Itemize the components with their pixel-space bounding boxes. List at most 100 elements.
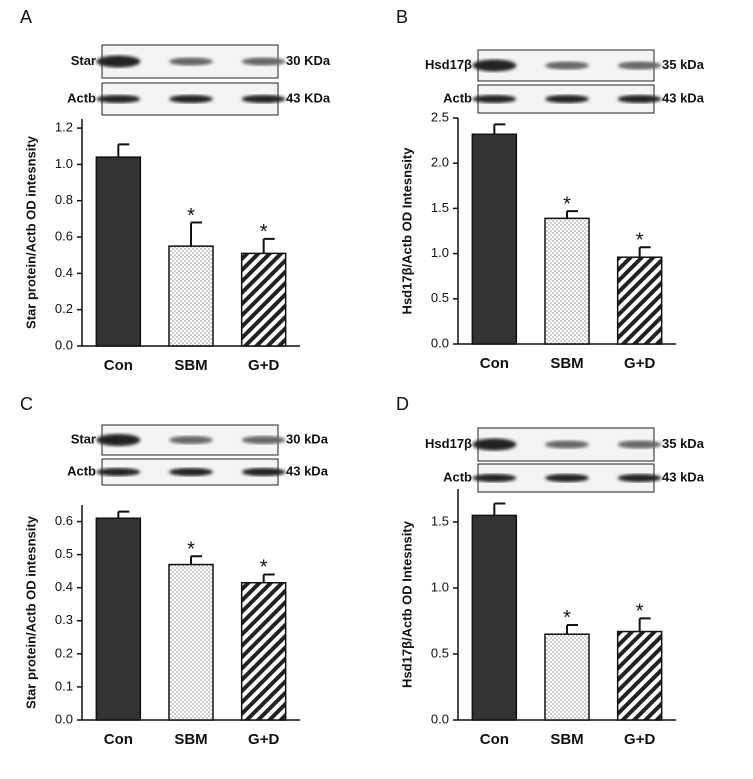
bar — [471, 133, 518, 345]
error-bar — [262, 573, 275, 583]
blot-band — [96, 434, 141, 446]
bar — [544, 633, 590, 721]
bar — [240, 581, 287, 721]
significance-marker: * — [260, 557, 268, 579]
blot-label: Actb — [443, 90, 472, 105]
blot-band — [472, 474, 517, 482]
significance-marker: * — [563, 607, 571, 629]
blot-band — [169, 95, 213, 103]
y-tick-label: 0.2 — [55, 645, 73, 660]
y-tick-label: 1.0 — [431, 245, 449, 260]
blot-label: Star — [71, 53, 96, 68]
significance-marker: * — [260, 221, 268, 243]
panel: D Hsd17β 35 kDa Actb 43 kDa 0.0 0.5 1.0 1.5 Hsd17… — [396, 394, 705, 748]
error-bar — [117, 143, 130, 158]
panel-letter: C — [20, 394, 33, 414]
y-tick-label: 0.6 — [55, 513, 73, 528]
x-tick-label: G+D — [248, 357, 279, 374]
y-axis-label: Star protein/Actb OD intesnsity — [23, 515, 38, 709]
y-tick-label: 1.5 — [431, 200, 449, 215]
y-axis-label: Hsd17β/Actb OD Intesnsity — [399, 520, 414, 688]
blot-band — [617, 474, 662, 482]
bar — [95, 156, 142, 347]
blot-size: 30 KDa — [286, 53, 331, 68]
x-tick-label: SBM — [550, 731, 583, 748]
y-tick-label: 0.0 — [55, 337, 73, 352]
blot-band — [96, 95, 141, 103]
y-tick-label: 2.0 — [431, 155, 449, 170]
y-tick-label: 0.4 — [55, 579, 73, 594]
y-tick-label: 1.2 — [55, 120, 73, 135]
y-tick-label: 0.4 — [55, 265, 73, 280]
blot-band — [241, 468, 286, 476]
y-tick-label: 0.5 — [431, 645, 449, 660]
x-tick-label: SBM — [174, 731, 207, 748]
blot-band — [169, 468, 213, 476]
y-tick-label: 0.0 — [431, 335, 449, 350]
y-tick-label: 0.5 — [431, 290, 449, 305]
x-tick-label: SBM — [550, 355, 583, 372]
blot-band — [241, 57, 286, 66]
blot-size: 30 kDa — [286, 431, 329, 446]
blot-band — [96, 468, 141, 476]
error-bar — [262, 237, 275, 254]
y-tick-label: 0.8 — [55, 192, 73, 207]
blot-label: Star — [71, 431, 96, 446]
error-bar — [190, 555, 202, 565]
bar — [240, 252, 287, 347]
error-bar — [566, 210, 578, 219]
significance-marker: * — [187, 539, 195, 561]
blot-band — [617, 440, 662, 449]
y-tick-label: 0.1 — [55, 678, 73, 693]
blot-label: Hsd17β — [425, 57, 472, 72]
y-tick-label: 1.0 — [55, 156, 73, 171]
blot-band — [472, 95, 517, 103]
y-tick-label: 0.5 — [55, 546, 73, 561]
blot-size: 35 kDa — [662, 436, 705, 451]
blot-band — [169, 57, 213, 66]
y-tick-label: 0.6 — [55, 228, 73, 243]
blot-size: 43 KDa — [286, 90, 331, 105]
panel: A Star 30 KDa Actb 43 KDa 0.0 0.2 0.4 0.6 0.8 1.0 1… — [20, 7, 331, 374]
x-tick-label: Con — [104, 357, 133, 374]
blot-band — [545, 95, 589, 103]
y-tick-label: 0.3 — [55, 612, 73, 627]
x-tick-label: G+D — [624, 731, 655, 748]
x-tick-label: Con — [104, 731, 133, 748]
x-tick-label: G+D — [248, 731, 279, 748]
x-tick-label: SBM — [174, 357, 207, 374]
y-tick-label: 0.2 — [55, 301, 73, 316]
x-tick-label: Con — [480, 731, 509, 748]
blot-band — [472, 438, 517, 451]
blot-band — [617, 95, 662, 103]
y-tick-label: 1.5 — [431, 513, 449, 528]
blot-label: Actb — [67, 463, 96, 478]
error-bar — [190, 221, 202, 247]
panel-letter: B — [396, 7, 408, 27]
blot-band — [545, 474, 589, 482]
blot-label: Actb — [67, 90, 96, 105]
y-axis-label: Hsd17β/Actb OD Intesnsity — [399, 147, 414, 315]
blot-size: 43 kDa — [286, 463, 329, 478]
bar — [471, 514, 518, 721]
blot-label: Hsd17β — [425, 436, 472, 451]
panel-letter: D — [396, 394, 409, 414]
bar — [616, 256, 663, 345]
significance-marker: * — [636, 601, 644, 623]
y-axis-label: Star protein/Actb OD intesnsity — [23, 135, 38, 329]
blot-size: 43 kDa — [662, 90, 705, 105]
blot-size: 35 kDa — [662, 57, 705, 72]
blot-size: 43 kDa — [662, 469, 705, 484]
blot-band — [241, 95, 286, 103]
bar — [168, 563, 214, 721]
y-tick-label: 0.0 — [55, 711, 73, 726]
error-bar — [638, 246, 651, 258]
y-tick-label: 1.0 — [431, 579, 449, 594]
significance-marker: * — [636, 230, 644, 252]
bar — [616, 630, 663, 721]
error-bar — [493, 502, 506, 516]
blot-band — [545, 61, 589, 70]
blot-band — [545, 440, 589, 449]
y-tick-label: 2.5 — [431, 109, 449, 124]
